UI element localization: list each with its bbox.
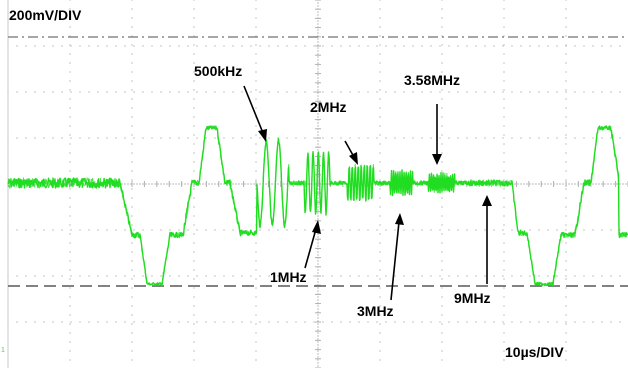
label-1mhz: 1MHz — [270, 269, 307, 285]
trace-line-overlay — [7, 124, 628, 287]
ground-marker: 1 — [1, 347, 5, 354]
arrow-3mhz — [390, 213, 404, 301]
video-test-signal-waveform — [7, 124, 628, 287]
label-500khz: 500kHz — [194, 63, 242, 79]
label-9mhz: 9MHz — [454, 290, 491, 306]
arrow-1mhz — [304, 220, 321, 269]
arrow-9mhz — [482, 195, 492, 284]
annotation-arrows — [243, 85, 492, 301]
graticule — [7, 0, 628, 368]
label-358mhz: 3.58MHz — [404, 72, 460, 88]
label-2mhz: 2MHz — [310, 99, 347, 115]
vertical-scale-label: 200mV/DIV — [9, 7, 82, 23]
horizontal-scale-label: 10µs/DIV — [505, 344, 564, 360]
arrow-500khz — [243, 85, 267, 142]
label-3mhz: 3MHz — [357, 303, 394, 319]
arrow-358mhz — [432, 104, 442, 165]
arrow-2mhz — [344, 140, 358, 165]
